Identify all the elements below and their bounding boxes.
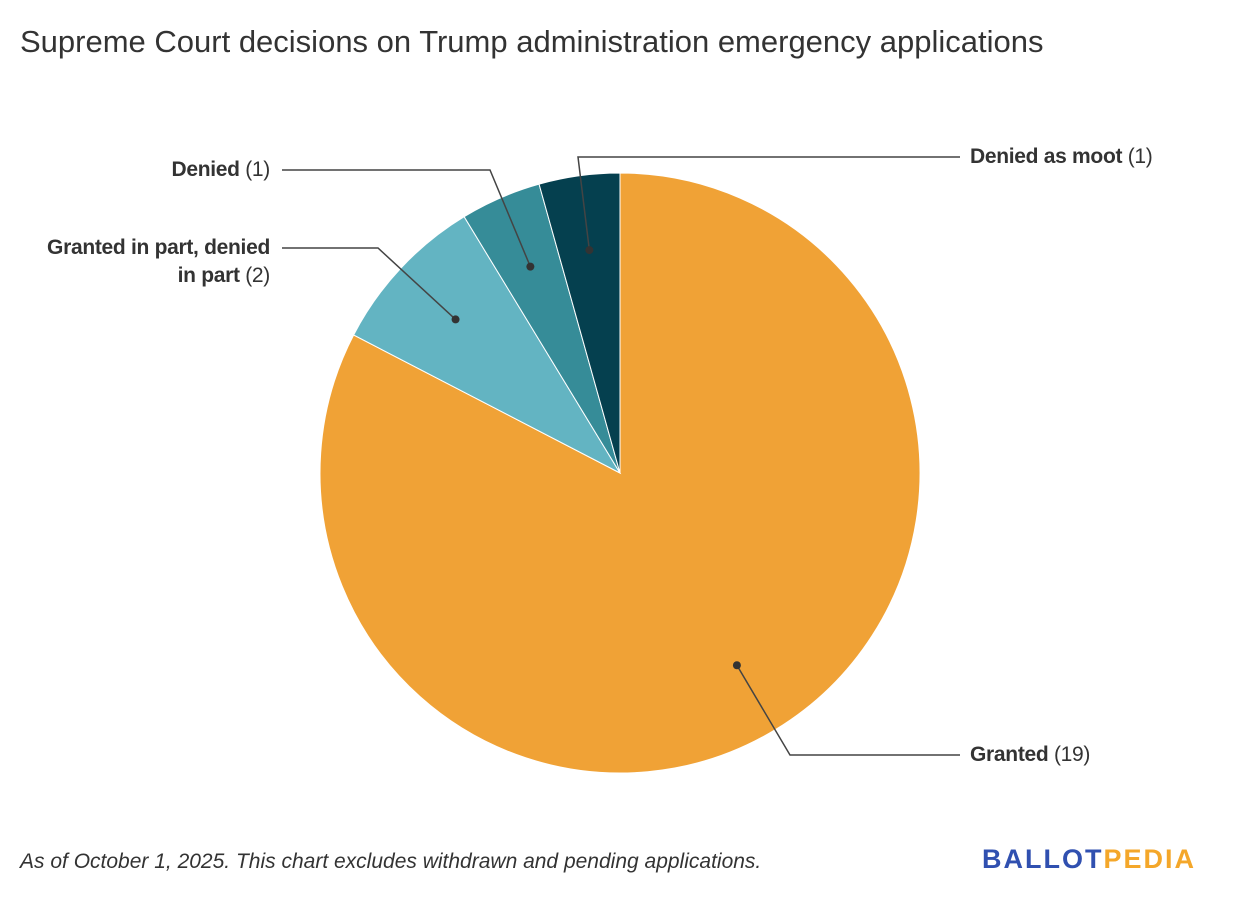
leader-line-granted xyxy=(736,664,960,756)
chart-title: Supreme Court decisions on Trump adminis… xyxy=(20,24,1044,59)
ballotpedia-logo: BALLOTPEDIA xyxy=(982,844,1197,874)
leader-line-denied xyxy=(282,169,532,267)
label-granted: Granted (19) xyxy=(970,743,1091,766)
leader-dot-granted-in-part xyxy=(451,315,460,324)
leader-dot-denied xyxy=(526,262,535,271)
leader-line-granted-in-part xyxy=(282,247,457,320)
footnote: As of October 1, 2025. This chart exclud… xyxy=(20,850,762,873)
label-denied: Denied (1) xyxy=(171,158,270,181)
label-denied-as-moot: Denied as moot (1) xyxy=(970,145,1153,168)
label-granted-in-part: Granted in part, denied in part (2) xyxy=(47,236,270,287)
pie-slice-denied-as-moot xyxy=(538,172,621,474)
leader-dot-granted xyxy=(732,661,741,670)
leader-line-denied-as-moot xyxy=(577,156,960,251)
pie-slice-granted xyxy=(319,172,921,774)
leader-dot-denied-as-moot xyxy=(585,246,594,255)
